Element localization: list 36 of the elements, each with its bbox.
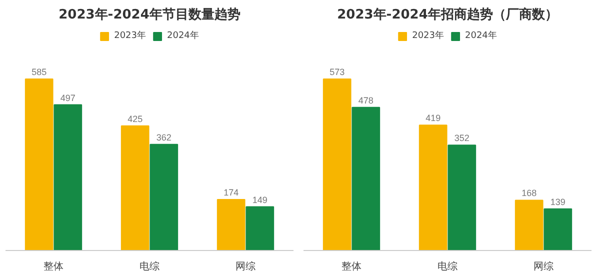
data-label: 168 (522, 188, 537, 198)
bar (448, 144, 476, 250)
x-tick-label: 网综 (534, 260, 554, 272)
data-label: 419 (426, 113, 441, 124)
bar (54, 104, 82, 250)
chart-title: 2023年-2024年招商趋势（厂商数） (337, 6, 558, 22)
bar (322, 78, 352, 250)
bar (418, 124, 448, 250)
legend-label: 2024年 (167, 30, 199, 42)
data-label: 139 (550, 196, 566, 207)
legend-label: 2023年 (114, 30, 146, 42)
bar (150, 144, 178, 250)
bar (352, 106, 380, 250)
data-label: 425 (128, 114, 143, 124)
x-tick-label: 电综 (438, 260, 458, 272)
bar (216, 198, 246, 250)
legend-label: 2023年 (412, 30, 444, 42)
data-label: 149 (252, 194, 268, 205)
data-label: 478 (358, 95, 374, 106)
data-label: 352 (454, 133, 470, 144)
legend-label: 2024年 (465, 30, 497, 42)
data-label: 362 (156, 132, 172, 142)
data-label: 585 (32, 66, 47, 77)
bar (544, 208, 572, 250)
data-label: 497 (60, 92, 76, 103)
x-tick-label: 网综 (236, 260, 256, 272)
x-tick-label: 电综 (140, 260, 160, 272)
x-tick-label: 整体 (342, 260, 362, 272)
bar (24, 78, 54, 250)
x-tick-label: 整体 (44, 260, 64, 272)
data-label: 573 (330, 66, 345, 77)
chart-title: 2023年-2024年节目数量趋势 (58, 6, 240, 22)
bar (514, 200, 544, 250)
bar (246, 206, 274, 250)
bar (120, 125, 150, 250)
data-label: 174 (224, 187, 239, 198)
